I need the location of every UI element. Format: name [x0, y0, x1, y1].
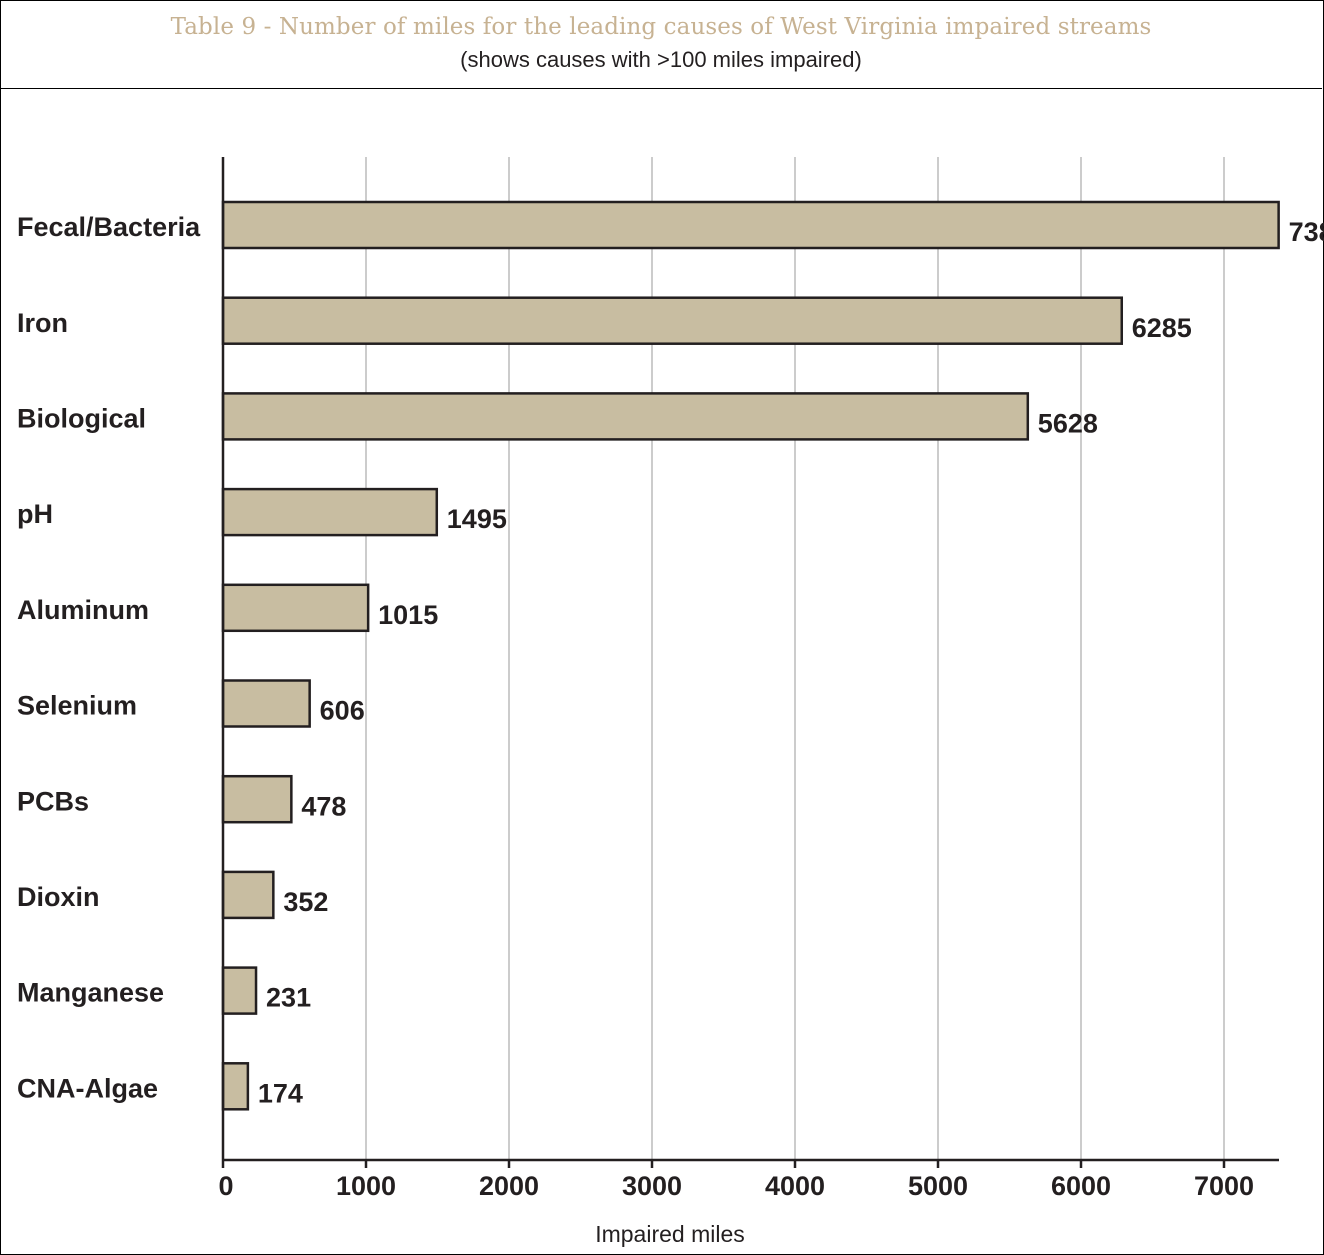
- value-label: 1495: [447, 504, 507, 534]
- labels: Fecal/Bacteria 7382 Iron 6285 Biological 5628…: [17, 212, 1324, 1201]
- x-tick-label: 1000: [336, 1171, 396, 1201]
- value-label: 1015: [378, 600, 438, 630]
- x-tick-label: 4000: [765, 1171, 825, 1201]
- x-tick-label: 2000: [479, 1171, 539, 1201]
- axes: [221, 157, 1279, 1168]
- x-tick-label: 0: [218, 1171, 233, 1201]
- bar-dioxin: [221, 870, 275, 920]
- category-label: Selenium: [17, 691, 137, 721]
- category-label: CNA-Algae: [17, 1073, 158, 1103]
- value-label: 231: [266, 983, 311, 1013]
- bar-iron: [221, 296, 1124, 345]
- bars: [221, 200, 1280, 1111]
- value-label: 478: [301, 791, 346, 821]
- category-label: Aluminum: [17, 595, 149, 625]
- x-tick-label: 7000: [1194, 1171, 1254, 1201]
- value-label: 352: [283, 887, 328, 917]
- category-label: Iron: [17, 308, 68, 338]
- value-label: 6285: [1132, 313, 1192, 343]
- title-box: Table 9 - Number of miles for the leadin…: [0, 0, 1322, 89]
- x-tick-label: 3000: [622, 1171, 682, 1201]
- chart-subtitle: (shows causes with >100 miles impaired): [460, 47, 862, 72]
- value-label: 174: [258, 1078, 303, 1108]
- category-label: pH: [17, 499, 53, 529]
- category-label: PCBs: [17, 786, 89, 816]
- bar-ph: [221, 487, 439, 537]
- category-label: Fecal/Bacteria: [17, 212, 201, 242]
- x-axis-title: Impaired miles: [595, 1221, 745, 1247]
- category-label: Manganese: [17, 978, 164, 1008]
- chart-title: Table 9 - Number of miles for the leadin…: [170, 14, 1152, 40]
- bar-selenium: [221, 679, 311, 728]
- x-tick-label: 6000: [1051, 1171, 1111, 1201]
- bar-manganese: [221, 966, 258, 1015]
- x-tick-label: 5000: [908, 1171, 968, 1201]
- bar-fecal-bacteria: [221, 200, 1280, 250]
- value-label: 7382: [1289, 217, 1324, 247]
- value-label: 5628: [1038, 409, 1098, 439]
- bar-aluminum: [221, 583, 370, 633]
- bar-pcbs: [221, 774, 293, 824]
- bar-cna-algae: [221, 1062, 250, 1111]
- value-label: 606: [320, 696, 365, 726]
- category-label: Biological: [17, 404, 146, 434]
- bar-biological: [221, 392, 1030, 441]
- category-label: Dioxin: [17, 882, 100, 912]
